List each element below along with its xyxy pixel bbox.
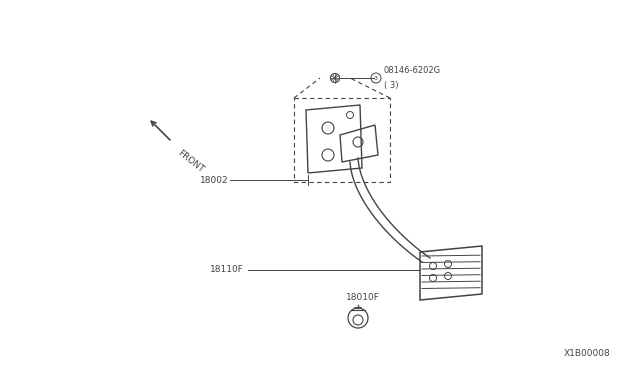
Text: 18002: 18002 [200,176,228,185]
Text: 08146-6202G: 08146-6202G [384,66,441,75]
Text: 18010F: 18010F [346,293,380,302]
Text: FRONT: FRONT [176,148,205,174]
Text: X1B00008: X1B00008 [563,349,610,358]
Text: 3: 3 [374,76,378,80]
Text: ( 3): ( 3) [384,81,399,90]
Text: 18110F: 18110F [210,266,244,275]
